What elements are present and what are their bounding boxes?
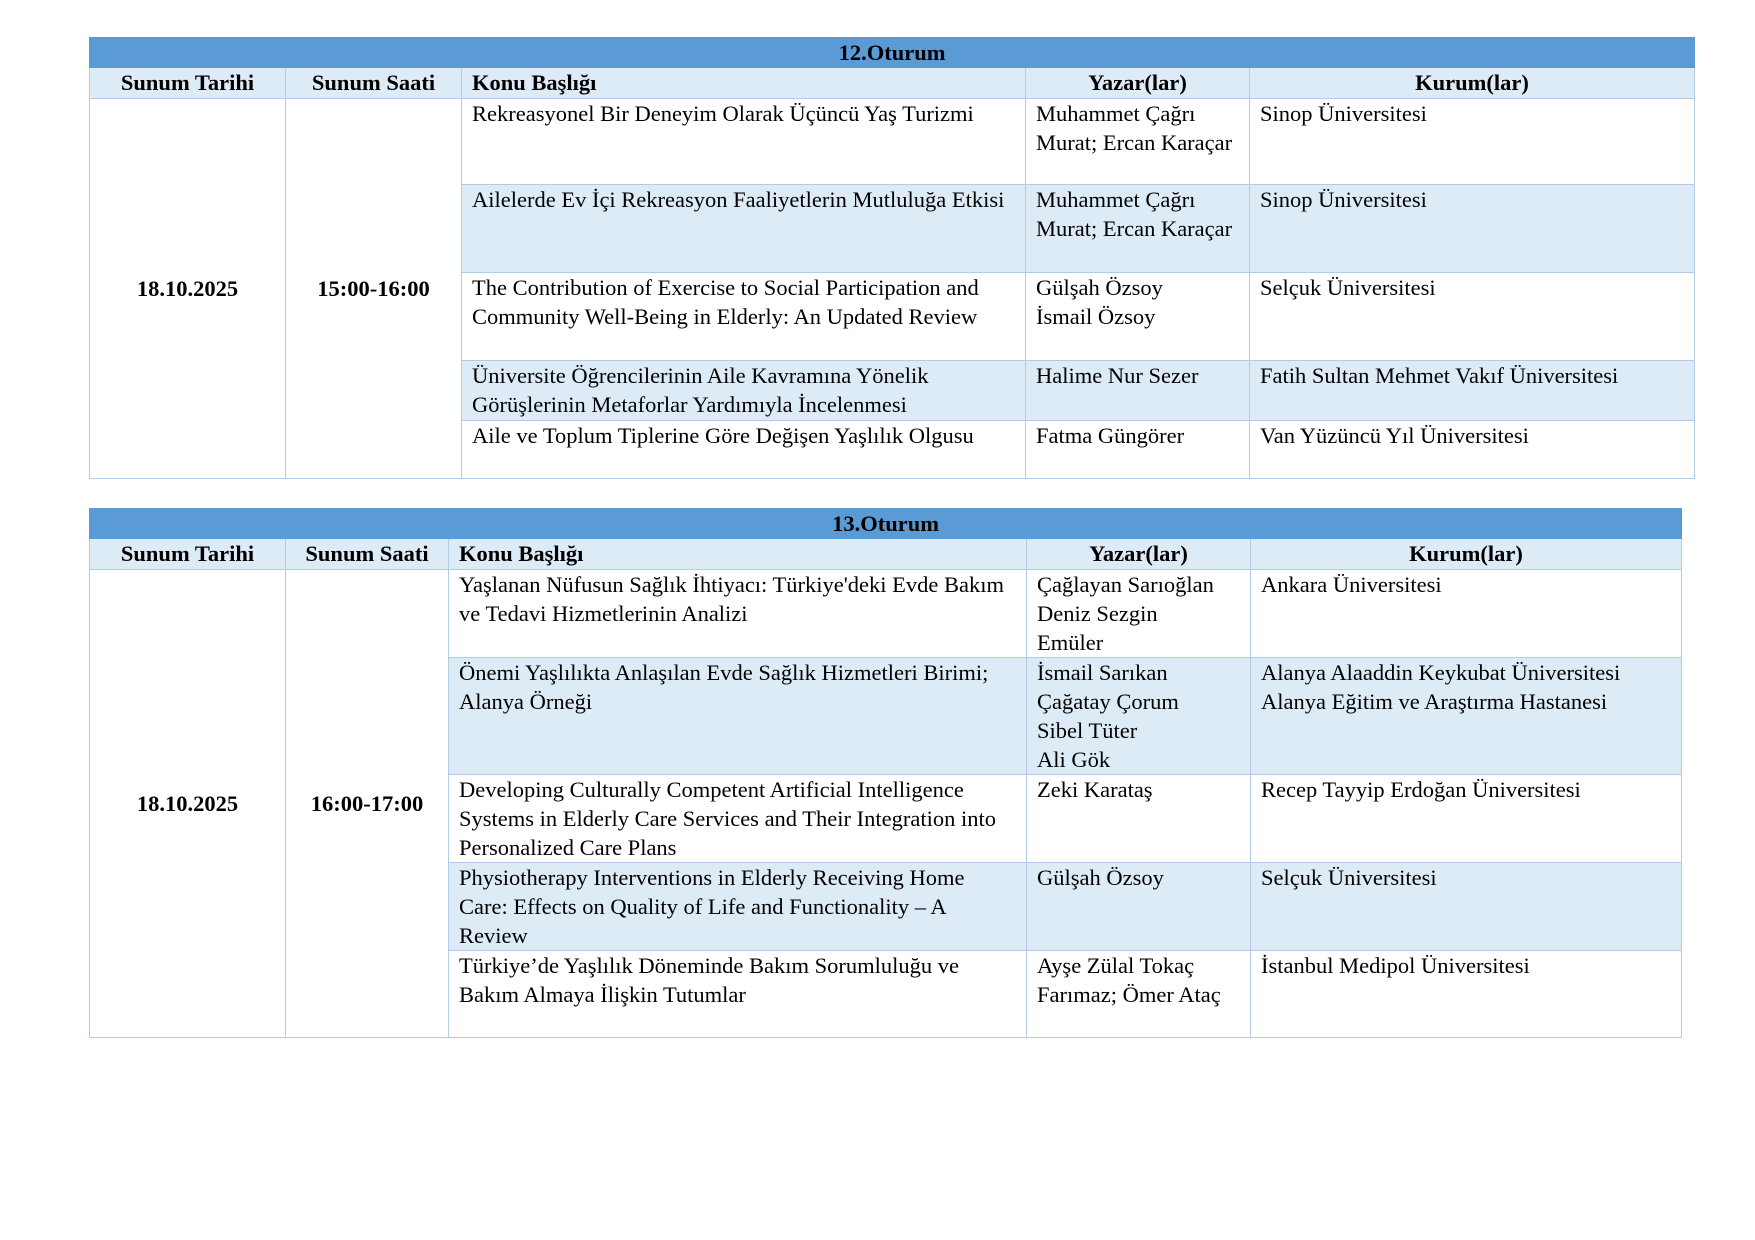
topic-cell: Developing Culturally Competent Artifici… bbox=[448, 774, 1027, 863]
column-header: Konu Başlığı bbox=[461, 67, 1026, 99]
column-header: Sunum Tarihi bbox=[89, 67, 286, 99]
institution-cell: Recep Tayyip Erdoğan Üniversitesi bbox=[1249, 774, 1683, 863]
topic-cell: The Contribution of Exercise to Social P… bbox=[461, 272, 1026, 361]
session-13-table: 13.Oturum Sunum Tarihi Sunum Saati Konu Baş… bbox=[88, 508, 1683, 1038]
authors-cell: Muhammet Çağrı Murat; Ercan Karaçar bbox=[1025, 98, 1250, 185]
institution-cell: Selçuk Üniversitesi bbox=[1248, 272, 1696, 361]
institution-cell: Sinop Üniversitesi bbox=[1248, 184, 1696, 273]
institution-cell: Selçuk Üniversitesi bbox=[1249, 862, 1683, 951]
table-row: Developing Culturally Competent Artifici… bbox=[90, 774, 1683, 863]
session-title: 13.Oturum bbox=[88, 508, 1683, 539]
institution-cell: İstanbul Medipol Üniversitesi bbox=[1249, 950, 1683, 1038]
column-header: Kurum(lar) bbox=[1248, 67, 1696, 99]
topic-cell: Önemi Yaşlılıkta Anlaşılan Evde Sağlık H… bbox=[448, 657, 1027, 775]
institution-cell: Van Yüzüncü Yıl Üniversitesi bbox=[1248, 420, 1696, 479]
session-body: 13.Oturum Sunum Tarihi Sunum Saati Konu Baş… bbox=[88, 508, 1683, 1038]
presentation-time: 16:00-17:00 bbox=[285, 569, 449, 1038]
authors-cell: Ayşe Zülal Tokaç Farımaz; Ömer Ataç bbox=[1026, 950, 1251, 1038]
table-row: Önemi Yaşlılıkta Anlaşılan Evde Sağlık H… bbox=[90, 657, 1683, 775]
authors-cell: Gülşah Özsoy İsmail Özsoy bbox=[1025, 272, 1250, 361]
table-row: Physiotherapy Interventions in Elderly R… bbox=[90, 862, 1683, 951]
presentation-time: 15:00-16:00 bbox=[285, 98, 462, 479]
column-header: Sunum Saati bbox=[285, 67, 462, 99]
session-body: 12.Oturum Sunum Tarihi Sunum Saati Konu Baş… bbox=[88, 37, 1696, 479]
topic-cell: Physiotherapy Interventions in Elderly R… bbox=[448, 862, 1027, 951]
column-header: Konu Başlığı bbox=[448, 538, 1027, 570]
table-row: Aile ve Toplum Tiplerine Göre Değişen Ya… bbox=[90, 420, 1696, 479]
topic-cell: Türkiye’de Yaşlılık Döneminde Bakım Soru… bbox=[448, 950, 1027, 1038]
authors-cell: Halime Nur Sezer bbox=[1025, 360, 1250, 421]
session-12-table: 12.Oturum Sunum Tarihi Sunum Saati Konu Baş… bbox=[88, 37, 1696, 479]
presentation-date: 18.10.2025 bbox=[89, 569, 286, 1038]
table-row: 18.10.2025 16:00-17:00 Yaşlanan Nüfusun Sa… bbox=[89, 569, 1683, 1038]
topic-cell: Üniversite Öğrencilerinin Aile Kavramına… bbox=[461, 360, 1026, 421]
institution-cell: Alanya Alaaddin Keykubat Üniversitesi Al… bbox=[1249, 657, 1683, 775]
topic-cell: Yaşlanan Nüfusun Sağlık İhtiyacı: Türkiy… bbox=[448, 569, 1027, 658]
authors-cell: Çağlayan Sarıoğlan Deniz Sezgin Emüler bbox=[1026, 569, 1251, 658]
table-row: Ailelerde Ev İçi Rekreasyon Faaliyetleri… bbox=[90, 184, 1696, 273]
authors-cell: Fatma Güngörer bbox=[1025, 420, 1250, 479]
institution-cell: Fatih Sultan Mehmet Vakıf Üniversitesi bbox=[1248, 360, 1696, 421]
table-row: 18.10.2025 15:00-16:00 Rekreasyonel Bir De… bbox=[89, 98, 1696, 479]
topic-cell: Ailelerde Ev İçi Rekreasyon Faaliyetleri… bbox=[461, 184, 1026, 273]
column-header: Yazar(lar) bbox=[1026, 538, 1251, 570]
column-header: Sunum Tarihi bbox=[89, 538, 286, 570]
presentation-date: 18.10.2025 bbox=[89, 98, 286, 479]
topic-cell: Aile ve Toplum Tiplerine Göre Değişen Ya… bbox=[461, 420, 1026, 479]
table-row: Türkiye’de Yaşlılık Döneminde Bakım Soru… bbox=[90, 950, 1683, 1038]
authors-cell: Gülşah Özsoy bbox=[1026, 862, 1251, 951]
authors-cell: İsmail Sarıkan Çağatay Çorum Sibel Tüter… bbox=[1026, 657, 1251, 775]
table-row: Üniversite Öğrencilerinin Aile Kavramına… bbox=[90, 360, 1696, 421]
institution-cell: Ankara Üniversitesi bbox=[1249, 569, 1683, 658]
authors-cell: Zeki Karataş bbox=[1026, 774, 1251, 863]
topic-cell: Rekreasyonel Bir Deneyim Olarak Üçüncü Y… bbox=[461, 98, 1026, 185]
session-title: 12.Oturum bbox=[88, 37, 1696, 68]
column-header: Sunum Saati bbox=[285, 538, 449, 570]
institution-cell: Sinop Üniversitesi bbox=[1248, 98, 1696, 185]
column-header: Kurum(lar) bbox=[1249, 538, 1683, 570]
authors-cell: Muhammet Çağrı Murat; Ercan Karaçar bbox=[1025, 184, 1250, 273]
column-header: Yazar(lar) bbox=[1025, 67, 1250, 99]
